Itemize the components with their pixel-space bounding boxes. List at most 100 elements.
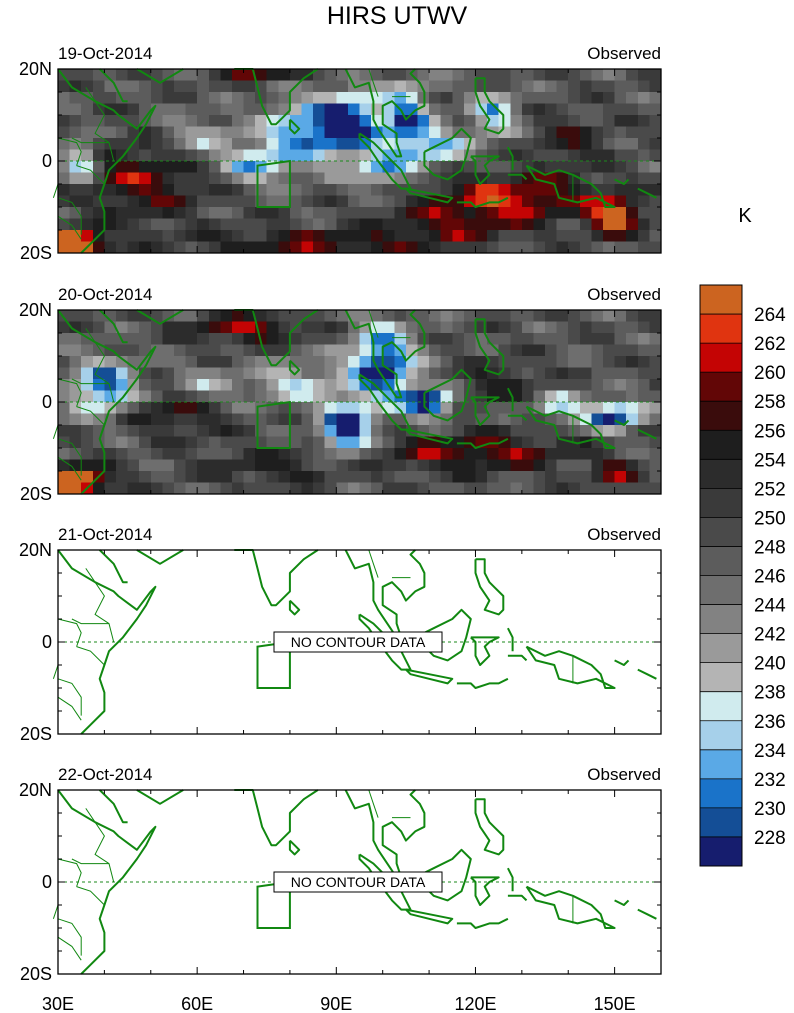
field-cell <box>58 448 71 460</box>
field-cell <box>92 459 105 472</box>
colorbar-swatch <box>700 314 742 344</box>
field-cell <box>463 161 476 173</box>
field-cell <box>405 482 418 495</box>
field-cell <box>614 321 627 334</box>
field-cell <box>324 126 337 139</box>
field-cell <box>266 390 279 403</box>
country-border <box>71 858 109 865</box>
field-cell <box>313 436 326 449</box>
field-cell <box>69 459 82 472</box>
field-cell <box>115 344 129 357</box>
field-cell <box>104 195 117 208</box>
field-cell <box>556 92 569 104</box>
field-cell <box>324 92 337 104</box>
field-cell <box>440 310 453 322</box>
field-cell <box>533 126 546 139</box>
field-cell <box>382 241 395 254</box>
field-cell <box>405 344 418 357</box>
field-cell <box>208 195 221 208</box>
no-data-label: NO CONTOUR DATA <box>291 874 426 890</box>
field-cell <box>255 103 268 116</box>
field-cell <box>69 425 82 437</box>
field-cell <box>324 184 337 196</box>
field-cell <box>69 367 82 380</box>
field-cell <box>579 161 592 173</box>
field-cell <box>58 103 71 116</box>
field-cell <box>81 379 94 391</box>
field-cell <box>417 115 430 127</box>
field-cell <box>405 207 418 219</box>
field-cell <box>115 436 129 449</box>
field-cell <box>347 448 360 460</box>
colorbar-swatch <box>700 662 742 692</box>
field-cell <box>58 161 71 173</box>
field-cell <box>278 448 291 460</box>
field-cell <box>626 482 639 495</box>
field-cell <box>197 103 210 116</box>
field-cell <box>545 356 558 368</box>
coastline <box>507 173 528 181</box>
field-cell <box>405 241 418 254</box>
field-cell <box>266 413 279 426</box>
field-cell <box>220 459 233 472</box>
field-cell <box>243 356 256 368</box>
field-cell <box>220 413 233 426</box>
field-cell <box>58 356 71 368</box>
field-cell <box>150 230 163 242</box>
field-cell <box>301 103 314 116</box>
lon-label: 90E <box>320 994 352 1013</box>
lat-label: 20N <box>19 780 52 800</box>
field-cell <box>139 207 152 219</box>
field-cell <box>243 379 256 391</box>
field-cell <box>115 425 129 437</box>
field-cell <box>440 459 453 472</box>
field-cell <box>289 379 303 391</box>
contour-field <box>58 310 662 495</box>
field-cell <box>231 115 245 127</box>
field-cell <box>58 344 71 357</box>
field-cell <box>115 126 129 139</box>
field-cell <box>475 161 488 173</box>
field-cell <box>313 471 326 483</box>
field-cell <box>173 333 187 345</box>
field-cell <box>510 69 523 81</box>
field-cell <box>231 310 245 322</box>
field-cell <box>336 92 349 104</box>
field-cell <box>81 390 94 403</box>
field-cell <box>452 390 465 403</box>
field-cell <box>173 138 187 150</box>
field-cell <box>591 92 604 104</box>
field-cell <box>463 402 476 414</box>
coastline <box>614 659 630 666</box>
field-cell <box>185 115 198 127</box>
colorbar-swatch <box>700 604 742 634</box>
field-cell <box>487 138 500 150</box>
field-cell <box>58 379 71 391</box>
field-cell <box>197 241 210 254</box>
field-cell <box>92 115 105 127</box>
field-cell <box>58 184 71 196</box>
panel-date: 22-Oct-2014 <box>58 765 153 784</box>
colorbar: 2282302322342362382402422442462482502522… <box>699 205 786 867</box>
country-border <box>76 646 105 666</box>
field-cell <box>568 402 581 414</box>
field-cell <box>58 115 71 127</box>
field-cell <box>208 356 221 368</box>
field-cell <box>603 126 616 139</box>
field-cell <box>173 184 187 196</box>
field-cell <box>347 344 360 357</box>
field-cell <box>231 80 245 93</box>
field-cell <box>614 80 627 93</box>
field-cell <box>173 379 187 391</box>
coastline <box>405 187 454 204</box>
field-cell <box>429 149 442 162</box>
country-border <box>368 549 379 578</box>
field-cell <box>626 436 639 449</box>
field-cell <box>278 138 291 150</box>
field-cell <box>301 436 314 449</box>
field-cell <box>405 471 418 483</box>
field-cell <box>197 218 210 231</box>
field-cell <box>81 425 94 437</box>
field-cell <box>637 413 650 426</box>
